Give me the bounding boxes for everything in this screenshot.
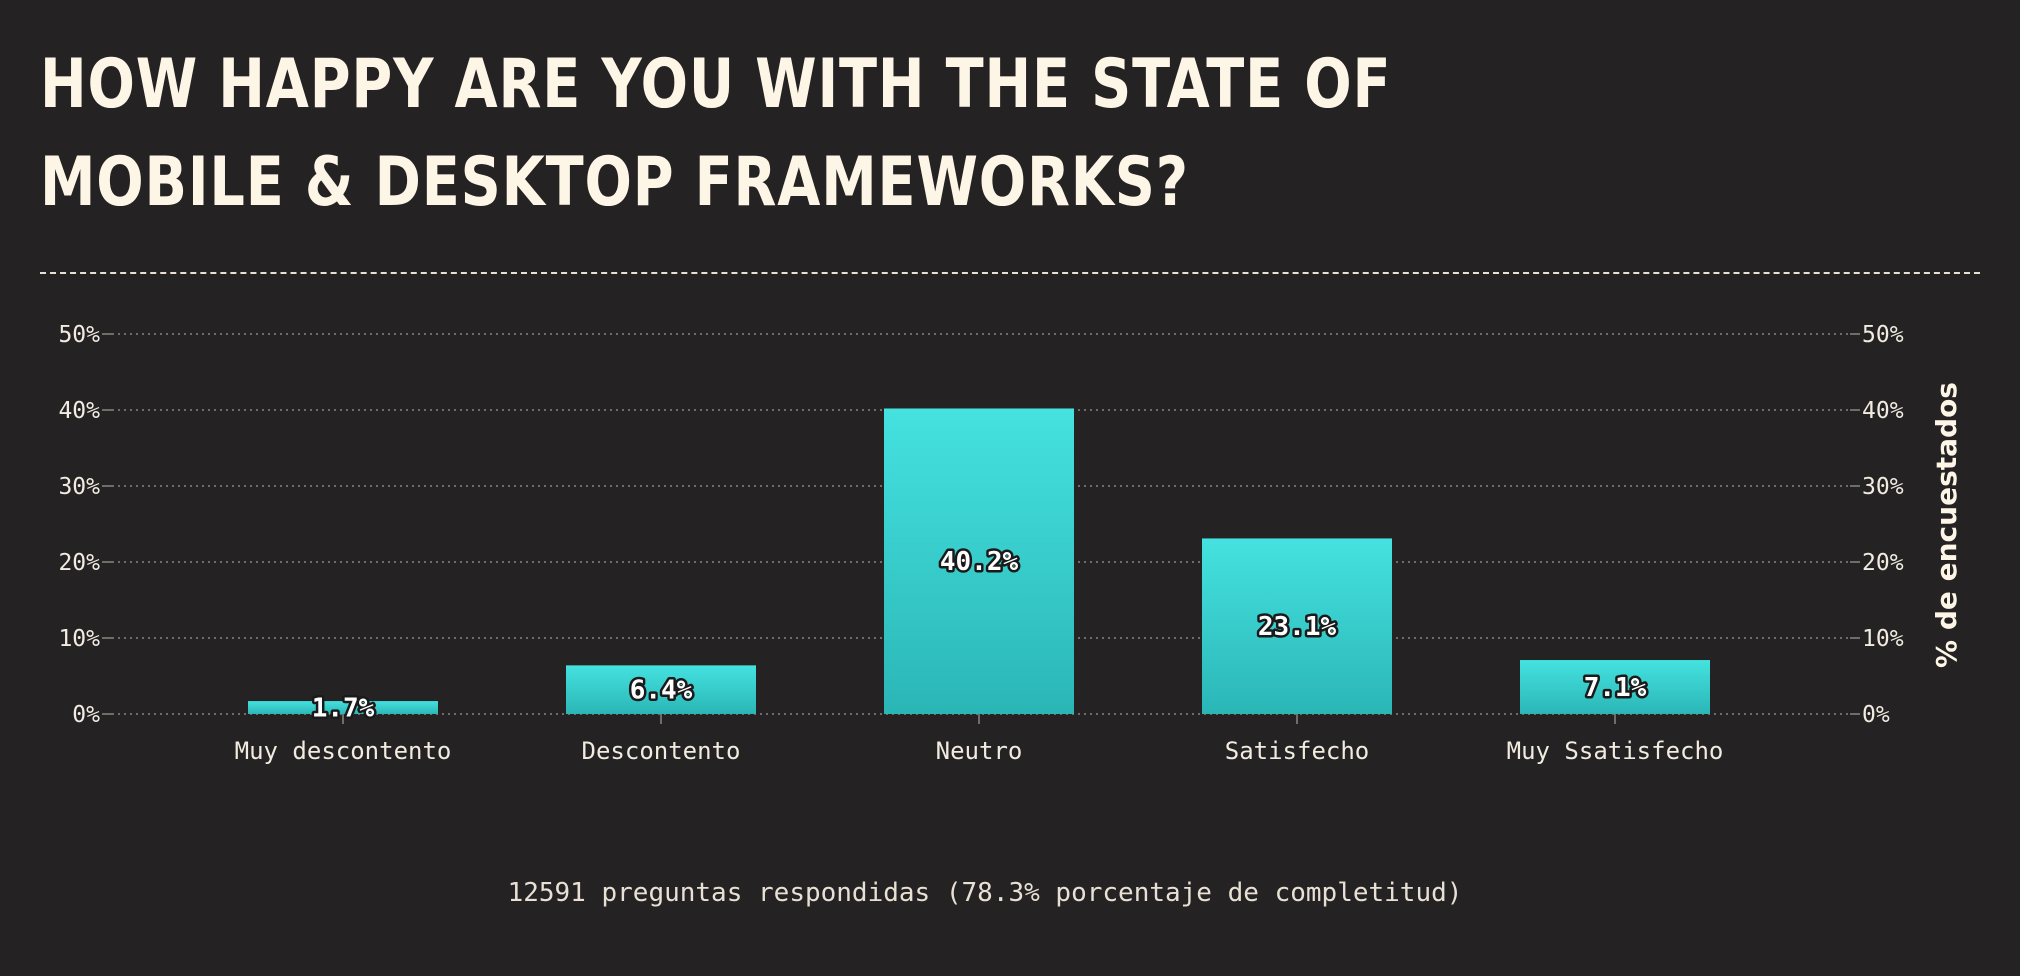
x-tick-label: Descontento bbox=[582, 737, 741, 765]
y-axis-left: 0% 10% 20% 30% 40% 50% bbox=[58, 322, 112, 728]
bar-value-label: 40.2% bbox=[940, 547, 1019, 577]
bar-value-label: 6.4% bbox=[630, 676, 693, 706]
y-tick-label-left: 50% bbox=[58, 322, 100, 348]
x-tick-label: Neutro bbox=[936, 737, 1023, 765]
y-axis-title: % de encuestados bbox=[1930, 382, 1963, 668]
bars: 1.7%6.4%40.2%23.1%7.1% bbox=[248, 408, 1710, 726]
title-divider bbox=[40, 272, 1980, 274]
responses-footer: 12591 preguntas respondidas (78.3% porce… bbox=[507, 878, 1463, 908]
x-tick-label: Muy Ssatisfecho bbox=[1507, 737, 1724, 765]
bar-chart: 0%10%20%30%40%50% 0%10%20%30%40%50% 1.7%… bbox=[58, 322, 1963, 765]
y-tick-label-right: 40% bbox=[1862, 398, 1904, 424]
x-tick-label: Satisfecho bbox=[1225, 737, 1370, 765]
y-tick-label-left: 0% bbox=[72, 702, 100, 728]
bar bbox=[1202, 538, 1392, 714]
bar bbox=[1520, 660, 1710, 714]
y-tick-label-right: 20% bbox=[1862, 550, 1904, 576]
y-tick-label-right: 30% bbox=[1862, 474, 1904, 500]
bar-value-label: 7.1% bbox=[1584, 673, 1647, 703]
x-tick-label: Muy descontento bbox=[235, 737, 452, 765]
y-tick-label-left: 10% bbox=[58, 626, 100, 652]
bar bbox=[884, 408, 1074, 714]
bar-value-label: 23.1% bbox=[1258, 612, 1337, 642]
bar bbox=[566, 665, 756, 714]
y-axis-right: 0% 10% 20% 30% 40% 50% bbox=[1850, 322, 1904, 728]
y-tick-label-right: 50% bbox=[1862, 322, 1904, 348]
bar bbox=[248, 701, 438, 714]
y-tick-label-right: 10% bbox=[1862, 626, 1904, 652]
chart-title: HOW HAPPY ARE YOU WITH THE STATE OF MOBI… bbox=[40, 45, 1392, 222]
y-tick-label-left: 20% bbox=[58, 550, 100, 576]
y-tick-label-left: 30% bbox=[58, 474, 100, 500]
y-tick-label-left: 40% bbox=[58, 398, 100, 424]
y-tick-label-right: 0% bbox=[1862, 702, 1890, 728]
x-axis: Muy descontento Descontento Neutro Satisfec… bbox=[235, 714, 1724, 765]
